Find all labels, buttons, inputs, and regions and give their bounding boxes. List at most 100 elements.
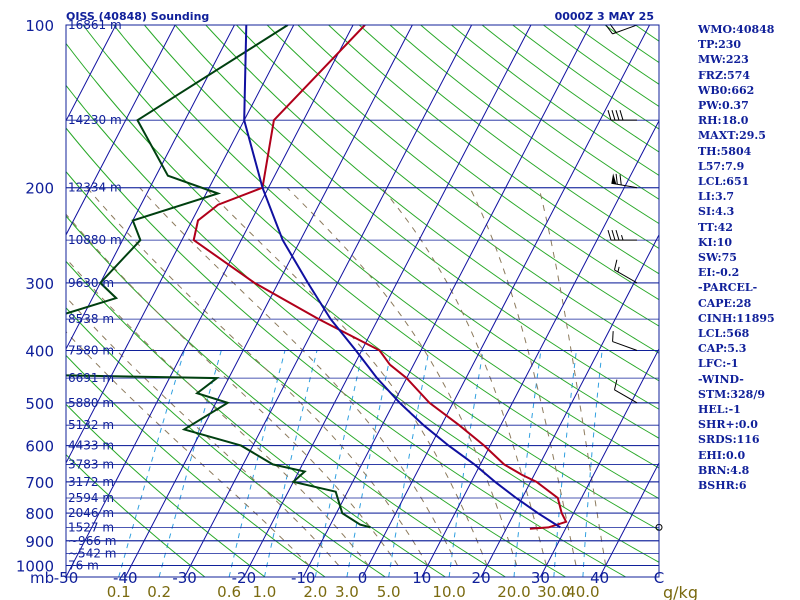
height-label: 16861 m — [68, 18, 122, 32]
parcel-profile — [243, 25, 561, 529]
isotherm-line — [421, 119, 659, 577]
stat-item: WB0:662 — [698, 83, 755, 97]
dry-adiabat-line — [66, 127, 627, 577]
stat-item: WMO:40848 — [698, 23, 775, 36]
mixing-ratio-line — [582, 350, 603, 577]
pressure-tick-label: 400 — [25, 342, 54, 360]
stat-item: TH:5804 — [698, 144, 752, 158]
mixing-ratio-line — [448, 350, 484, 577]
temperature-tick-label: 0 — [358, 569, 368, 587]
dry-adiabat-line — [66, 260, 446, 577]
mixing-ratio-label: 1.0 — [252, 583, 276, 600]
isotherm-line — [184, 25, 473, 577]
wind-barb — [612, 331, 638, 351]
height-label: 4433 m — [68, 439, 114, 453]
mixing-ratio-label: 40.0 — [566, 583, 599, 600]
temperature-tick-label: -20 — [232, 569, 257, 587]
stat-item: TT:42 — [698, 220, 733, 234]
pressure-tick-label: 900 — [25, 533, 54, 551]
stat-item: LCL:568 — [698, 327, 750, 341]
mixing-ratio-line — [388, 350, 430, 577]
mixing-ratio-label: 0.1 — [107, 583, 131, 600]
mixing-ratio-axis: 0.1 0.2 0.6 1.0 2.0 3.0 5.0 10.0 20.0 30.040.0 — [107, 583, 600, 600]
temperature-tick-label: -50 — [54, 569, 79, 587]
stat-item: BSHR:6 — [698, 479, 747, 493]
wind-barbs — [605, 23, 663, 531]
isotherm-line — [243, 25, 532, 577]
height-label: 10880 m — [68, 233, 122, 247]
mixing-ratio-line — [158, 350, 222, 577]
height-label: 2046 m — [68, 506, 114, 520]
height-label: 76 m — [68, 559, 99, 573]
pressure-tick-label: 200 — [25, 180, 54, 198]
isotherm-line — [66, 25, 354, 577]
isotherm-line — [599, 461, 659, 577]
stat-item: CINH:11895 — [698, 311, 775, 325]
height-label: 5880 m — [68, 396, 114, 410]
stat-item: CAP:5.3 — [698, 342, 747, 356]
isotherm-line — [480, 233, 659, 577]
dry-adiabat-line — [451, 25, 659, 176]
dry-adiabat-line — [66, 403, 266, 577]
height-label: ~542 m — [68, 547, 116, 561]
height-label: 1527 m — [68, 520, 114, 534]
dry-adiabat-line — [236, 25, 659, 354]
stat-item: KI:10 — [698, 235, 733, 249]
stat-item: LCL:651 — [698, 175, 750, 189]
dry-adiabat-line — [66, 215, 506, 577]
wind-barb — [605, 23, 638, 35]
height-label: 12334 m — [68, 181, 122, 195]
dry-adiabat-line — [420, 25, 659, 200]
temperature-tick-label: 10 — [412, 569, 431, 587]
temperature-tick-label: -30 — [172, 569, 197, 587]
chart-title: OISS (40848) Sounding — [66, 10, 209, 23]
mixing-ratio-line — [263, 350, 318, 577]
stat-item: SHR+:0.0 — [698, 418, 758, 432]
stat-item: MAXT:29.5 — [698, 129, 766, 143]
height-label: 9630 m — [68, 276, 114, 290]
mixing-ratio-label: 2.0 — [303, 583, 327, 600]
dry-adiabat-line — [66, 42, 659, 531]
stat-item: FRZ:574 — [698, 68, 751, 82]
height-label: 5132 m — [68, 418, 114, 432]
pressure-tick-label: 300 — [25, 275, 54, 293]
isotherms — [66, 25, 659, 577]
pressure-tick-label: 100 — [25, 17, 54, 35]
height-label: 7580 m — [68, 343, 114, 357]
stability-indices: WMO:40848 TP:230 MW:223 FRZ:574 WB0:662 PW:0.… — [698, 22, 798, 493]
mixing-ratio-label: 0.6 — [217, 583, 241, 600]
stat-item: L57:7.9 — [698, 159, 745, 173]
isotherm-line — [66, 25, 117, 122]
pressure-axis: 100 200 300 400 500 600 700 800 900 1000 — [16, 17, 54, 576]
mixing-ratio-label: 0.2 — [147, 583, 171, 600]
temperature-tick-label: 30 — [531, 569, 550, 587]
stat-item: -WIND- — [698, 372, 744, 386]
wind-barb — [611, 173, 638, 189]
plot-background — [66, 25, 659, 577]
stat-item: EI:-0.2 — [698, 266, 740, 280]
isotherm-line — [66, 25, 235, 351]
height-label: 8538 m — [68, 312, 114, 326]
dry-adiabat-line — [266, 25, 659, 327]
pressure-tick-label: 600 — [25, 438, 54, 456]
height-label: 3172 m — [68, 475, 114, 489]
dewpoint-profile — [66, 25, 371, 529]
stat-item: MW:223 — [698, 53, 749, 67]
temperature-tick-label: 40 — [590, 569, 609, 587]
height-label: 3783 m — [68, 457, 114, 471]
mixing-ratio-label: 3.0 — [335, 583, 359, 600]
pressure-tick-label: 500 — [25, 395, 54, 413]
mixing-ratio-unit: g/kg — [663, 583, 698, 600]
dry-adiabat-line — [205, 25, 659, 382]
sounding-profiles — [66, 25, 568, 530]
pressure-tick-label: 800 — [25, 505, 54, 523]
wind-barb — [613, 379, 638, 404]
mixing-ratio-line — [118, 350, 185, 577]
height-label: 2594 m — [68, 491, 114, 505]
mixing-ratio-label: 10.0 — [432, 583, 465, 600]
dry-adiabat-line — [481, 25, 659, 153]
wind-barb — [613, 259, 638, 284]
stat-item: PW:0.37 — [698, 99, 749, 113]
isotherm-line — [66, 25, 176, 236]
